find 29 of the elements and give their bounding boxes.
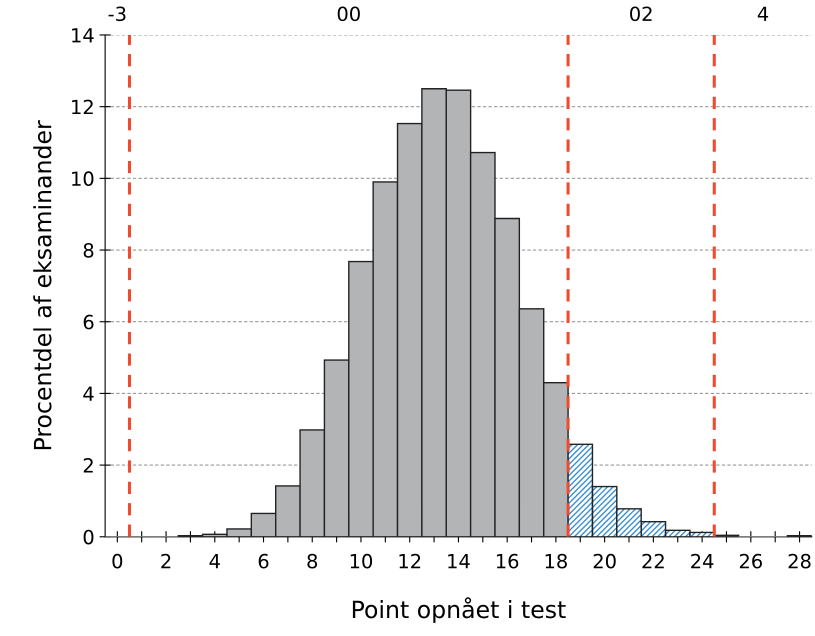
x-tick-label: 0 xyxy=(112,554,122,568)
x-tick-label: 6 xyxy=(258,554,268,568)
x-tick-label: 4 xyxy=(210,554,220,568)
x-tick-label: 28 xyxy=(788,554,811,568)
x-tick-label: 18 xyxy=(546,554,567,568)
y-tick-label: 0 xyxy=(84,530,94,544)
y-tick-label: 8 xyxy=(84,242,94,258)
text: 00 xyxy=(338,6,360,22)
text: 4 xyxy=(758,6,768,21)
y-tick-label: 4 xyxy=(83,386,94,401)
x-tick-label: 26 xyxy=(740,554,762,568)
y-tick-label: 2 xyxy=(84,458,93,472)
x-tick-label: 2 xyxy=(161,554,170,568)
y-tick-label: 10 xyxy=(72,171,94,186)
y-tick-label: 12 xyxy=(72,100,93,114)
text: 02 xyxy=(630,6,652,22)
y-tick-label: 14 xyxy=(72,28,94,42)
x-tick-label: 14 xyxy=(448,554,470,568)
text: -3 xyxy=(108,6,126,22)
x-tick-label: 20 xyxy=(594,554,616,568)
y-tick-label: 6 xyxy=(84,314,94,330)
x-tick-label: 12 xyxy=(399,554,420,568)
x-tick-label: 8 xyxy=(307,554,318,568)
x-axis-title: Point opnået i test xyxy=(352,597,566,623)
x-tick-label: 24 xyxy=(691,554,714,568)
y-axis-title: Procentdel af eksaminander xyxy=(33,120,52,450)
x-tick-label: 16 xyxy=(496,554,518,568)
x-tick-label: 22 xyxy=(642,554,664,568)
x-tick-label: 10 xyxy=(350,554,372,568)
